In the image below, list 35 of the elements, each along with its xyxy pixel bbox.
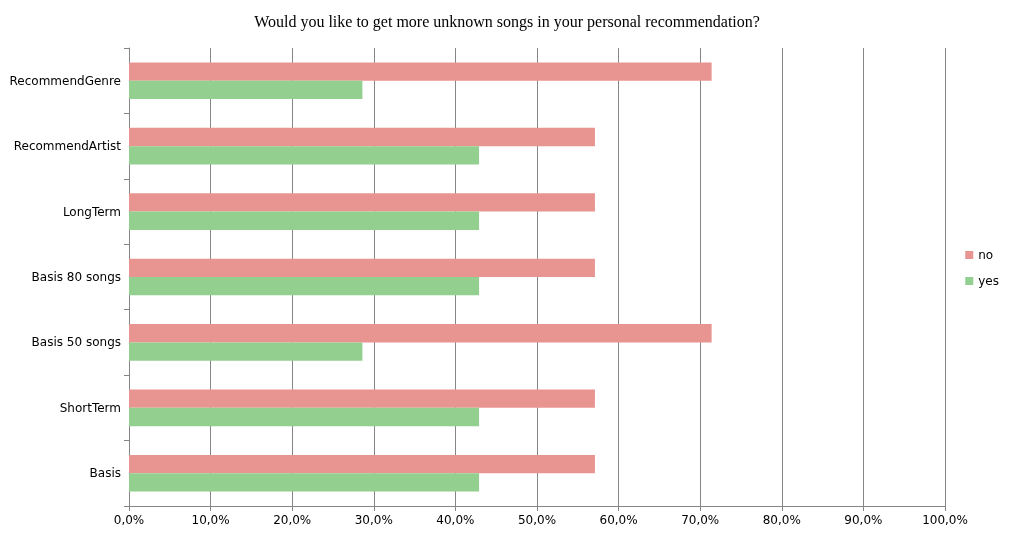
chart-title: Would you like to get more unknown songs in your personal recommendation? xyxy=(254,12,760,31)
legend-label: no xyxy=(978,248,994,262)
y-tick-label: RecommendGenre xyxy=(9,73,121,88)
x-tick-label: 30,0% xyxy=(354,513,393,527)
legend-label: yes xyxy=(978,274,1000,288)
x-tick-label: 0,0% xyxy=(113,513,145,527)
bar xyxy=(129,324,712,343)
bar xyxy=(129,342,363,361)
bar xyxy=(129,473,480,492)
y-tick-label: Basis 80 songs xyxy=(31,270,121,284)
x-tick-label: 20,0% xyxy=(273,513,312,527)
x-tick-label: 80,0% xyxy=(762,513,801,527)
x-tick-label: 100,0% xyxy=(922,513,968,527)
bar xyxy=(129,454,595,474)
bar xyxy=(129,62,712,81)
y-tick-label: Basis 50 songs xyxy=(31,335,121,350)
bar xyxy=(129,146,480,165)
y-tick-label: LongTerm xyxy=(62,204,121,219)
x-tick-label: 50,0% xyxy=(517,513,557,527)
y-tick-label: ShortTerm xyxy=(59,400,121,415)
bar xyxy=(129,389,595,408)
x-tick-label: 60,0% xyxy=(599,513,638,527)
bar xyxy=(129,407,480,427)
bar xyxy=(129,258,595,277)
bar xyxy=(129,211,480,230)
bar xyxy=(129,80,363,100)
x-tick-label: 10,0% xyxy=(191,513,230,527)
bar xyxy=(129,277,480,296)
bar xyxy=(129,127,595,147)
y-tick-label: RecommendArtist xyxy=(13,139,122,154)
bar xyxy=(129,193,595,212)
x-tick-label: 40,0% xyxy=(436,513,475,527)
x-tick-label: 90,0% xyxy=(844,513,883,527)
x-tick-label: 70,0% xyxy=(681,513,720,527)
y-tick-label: Basis xyxy=(89,466,121,481)
